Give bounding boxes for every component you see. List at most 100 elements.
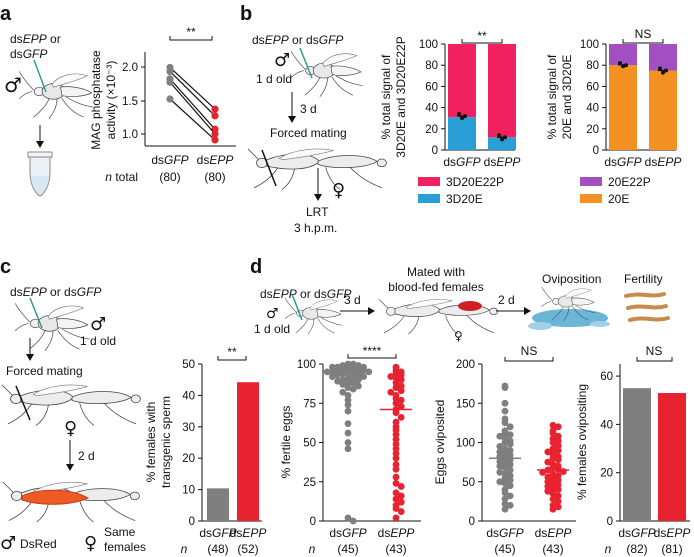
svg-text:1.0: 1.0 bbox=[122, 129, 138, 141]
cut-line-icon bbox=[261, 149, 277, 187]
chart-a-sig-bracket bbox=[169, 36, 213, 41]
injection-needle-icon bbox=[29, 297, 43, 329]
data-point-epp bbox=[211, 112, 219, 120]
chart-b2-ylabel-1: % total signal of bbox=[545, 54, 559, 139]
data-point bbox=[544, 483, 552, 490]
panel-label-c: c bbox=[0, 256, 11, 278]
data-point bbox=[397, 498, 405, 506]
tube-icon bbox=[27, 151, 53, 197]
data-point bbox=[334, 366, 341, 374]
data-point bbox=[554, 503, 562, 511]
chart-b1-xlabel-epp: dsEPP bbox=[484, 155, 521, 169]
arrowhead-icon bbox=[314, 194, 322, 201]
panel-a-treatment-line1: dsEPP or bbox=[10, 32, 61, 46]
data-point bbox=[496, 432, 504, 440]
panel-label-a: a bbox=[0, 3, 12, 25]
chart-b-20e: 0 20 40 60 80 100 % total signal of 20E and 3… bbox=[545, 27, 681, 206]
chart-d2-tick-label: 50 bbox=[462, 477, 475, 489]
panel-c-same-2: females bbox=[104, 540, 146, 554]
chart-d2-significance: NS bbox=[521, 344, 538, 358]
data-point bbox=[554, 456, 562, 464]
data-point bbox=[496, 448, 504, 456]
data-point bbox=[544, 478, 552, 486]
data-point bbox=[549, 429, 557, 437]
panel-b-lrt: LRT bbox=[306, 205, 329, 219]
chart-d1-n-gfp: (45) bbox=[337, 542, 358, 556]
data-point bbox=[392, 505, 400, 512]
male-symbol-icon: ♂ bbox=[4, 73, 22, 97]
data-point bbox=[501, 464, 509, 472]
data-point bbox=[392, 489, 400, 497]
data-point bbox=[496, 462, 504, 470]
data-point bbox=[549, 421, 557, 429]
chart-c-xlabel-epp: dsEPP bbox=[230, 526, 267, 540]
data-point bbox=[344, 360, 352, 368]
chart-b2-tick-label: 20 bbox=[586, 124, 599, 136]
data-point bbox=[621, 64, 625, 69]
data-point bbox=[549, 474, 557, 482]
chart-c-n-label: n bbox=[181, 542, 188, 556]
chart-d2-tick-label: 0 bbox=[469, 516, 475, 528]
chart-d1-xlabel-gfp: dsGFP bbox=[329, 526, 366, 540]
larvae-icon bbox=[624, 292, 670, 322]
data-point bbox=[554, 476, 562, 484]
data-point bbox=[392, 450, 400, 457]
data-point bbox=[339, 388, 347, 396]
bar bbox=[207, 488, 229, 521]
data-point bbox=[392, 418, 400, 426]
chart-d-fertile-eggs: 0 25 50 75 100 % fertile eggs **** dsGFP dsE… bbox=[279, 344, 421, 556]
mosquito-icon bbox=[284, 297, 343, 335]
chart-d1-n-label: n bbox=[309, 542, 316, 556]
data-point bbox=[355, 376, 362, 384]
data-point bbox=[549, 495, 557, 503]
data-point bbox=[506, 492, 514, 500]
data-point bbox=[397, 483, 405, 490]
chart-d3-tick-label: 40 bbox=[600, 419, 613, 431]
panel-b-duration: 3 d bbox=[300, 102, 317, 116]
arrowhead-icon bbox=[368, 307, 375, 315]
chart-d1-xlabel-epp: dsEPP bbox=[378, 526, 415, 540]
chart-d1-tick-label: 25 bbox=[303, 477, 316, 489]
chart-a-n-label: n total bbox=[105, 170, 138, 184]
data-point bbox=[392, 461, 400, 468]
data-point bbox=[658, 66, 662, 71]
data-point bbox=[501, 459, 509, 467]
data-point bbox=[501, 419, 509, 427]
data-point bbox=[397, 382, 405, 390]
female-symbol-icon: ♀ bbox=[64, 418, 77, 439]
data-point bbox=[392, 514, 400, 522]
chart-d3-tick-label: 20 bbox=[600, 468, 613, 480]
bar bbox=[237, 382, 259, 521]
chart-b1-tick-label: 40 bbox=[425, 103, 438, 115]
paired-line bbox=[169, 71, 216, 117]
panel-c-age: 1 d old bbox=[80, 334, 116, 348]
data-point bbox=[392, 454, 400, 462]
chart-c-sig-bracket bbox=[217, 356, 247, 361]
chart-b2-tick-label: 60 bbox=[586, 81, 599, 93]
chart-b1-ylabel-1: % total signal of bbox=[379, 54, 393, 139]
data-point bbox=[392, 465, 400, 473]
data-point bbox=[344, 445, 352, 453]
panel-label-d: d bbox=[250, 256, 262, 278]
chart-d-females-ovipositing: 0 20 40 60 % females ovipositing NS dsGFP d… bbox=[575, 344, 690, 556]
data-point bbox=[554, 472, 562, 479]
panel-b-step: Forced mating bbox=[270, 126, 347, 140]
data-point bbox=[397, 492, 405, 500]
data-point bbox=[344, 420, 352, 428]
chart-d1-n-epp: (43) bbox=[385, 542, 406, 556]
chart-d2-n-epp: (43) bbox=[542, 542, 563, 556]
svg-text:2.0: 2.0 bbox=[122, 62, 138, 74]
panel-c-duration: 2 d bbox=[78, 449, 95, 463]
chart-c-ylabel-1: % females with bbox=[144, 402, 158, 483]
chart-a-ylabel-1: MAG phosphatase bbox=[89, 50, 103, 150]
chart-a-ylabel-2: activity (×10⁻³) bbox=[104, 61, 118, 140]
data-point bbox=[392, 395, 400, 402]
data-point bbox=[501, 450, 509, 457]
data-point bbox=[554, 437, 562, 445]
panel-d-duration-1: 3 d bbox=[344, 293, 361, 307]
chart-d3-tick-label: 0 bbox=[607, 516, 613, 528]
data-point bbox=[392, 379, 400, 387]
data-point bbox=[549, 445, 557, 453]
bar-segment-top bbox=[609, 44, 637, 66]
bar-segment-base bbox=[649, 70, 677, 150]
